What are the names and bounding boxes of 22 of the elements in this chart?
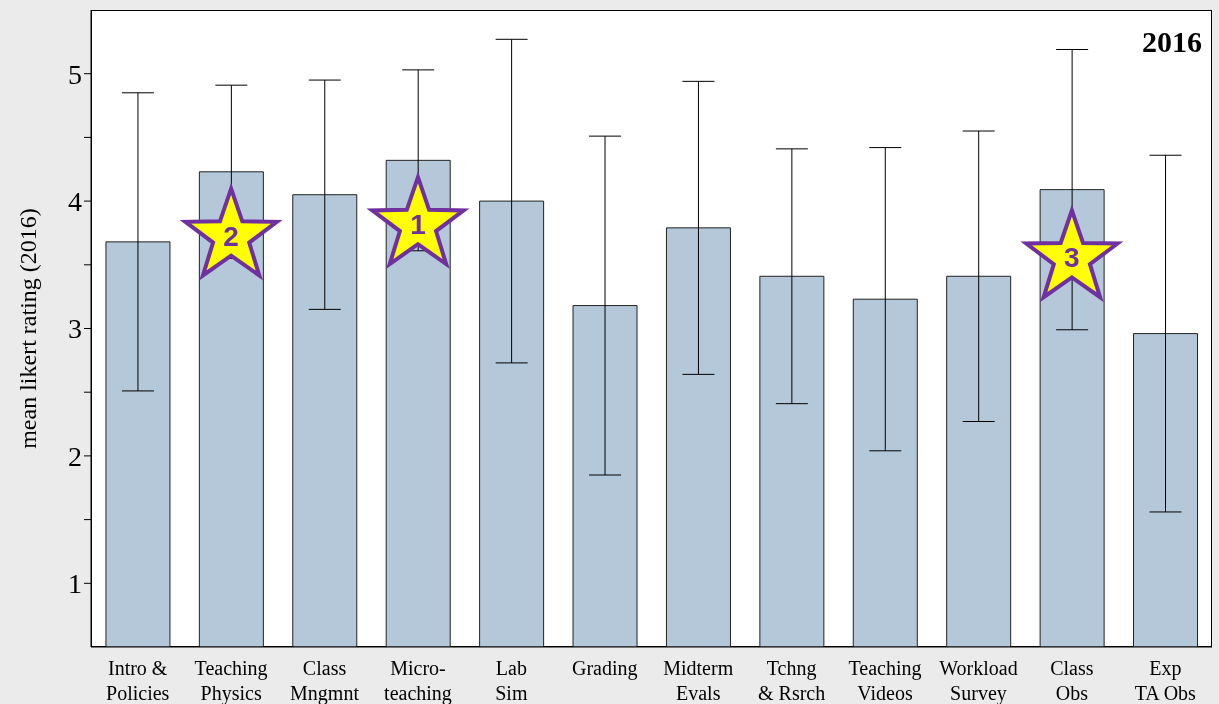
- y-tick-label: 4: [68, 186, 82, 218]
- annotation: 3: [1064, 242, 1080, 274]
- x-tick-label: Workload Survey: [939, 657, 1018, 704]
- text: 2016: [1142, 25, 1202, 58]
- y-tick-label: 1: [68, 568, 82, 600]
- y-tick-label: 3: [68, 313, 82, 345]
- x-tick-label: Teaching Videos: [848, 657, 922, 704]
- x-tick-label: Grading: [572, 657, 638, 680]
- x-tick-label: Class Obs: [1050, 657, 1094, 704]
- x-tick-label: Midterm Evals: [663, 657, 734, 704]
- x-tick-label: Lab Sim: [495, 657, 528, 704]
- x-tick-label: Exp TA Obs: [1134, 657, 1197, 704]
- y-tick-label: 5: [68, 58, 82, 90]
- y-tick-label: 2: [68, 440, 82, 472]
- annotation: 2: [223, 220, 239, 252]
- x-tick-label: Tchng & Rsrch: [758, 657, 826, 704]
- y-axis-title: mean likert rating (2016): [14, 208, 41, 449]
- annotation: 1: [410, 209, 426, 241]
- x-tick-label: Teaching Physics: [194, 657, 268, 704]
- x-tick-label: Intro & Policies: [106, 657, 170, 704]
- x-tick-label: Micro- teaching: [384, 657, 452, 704]
- x-tick-label: Class Mngmnt: [290, 657, 360, 704]
